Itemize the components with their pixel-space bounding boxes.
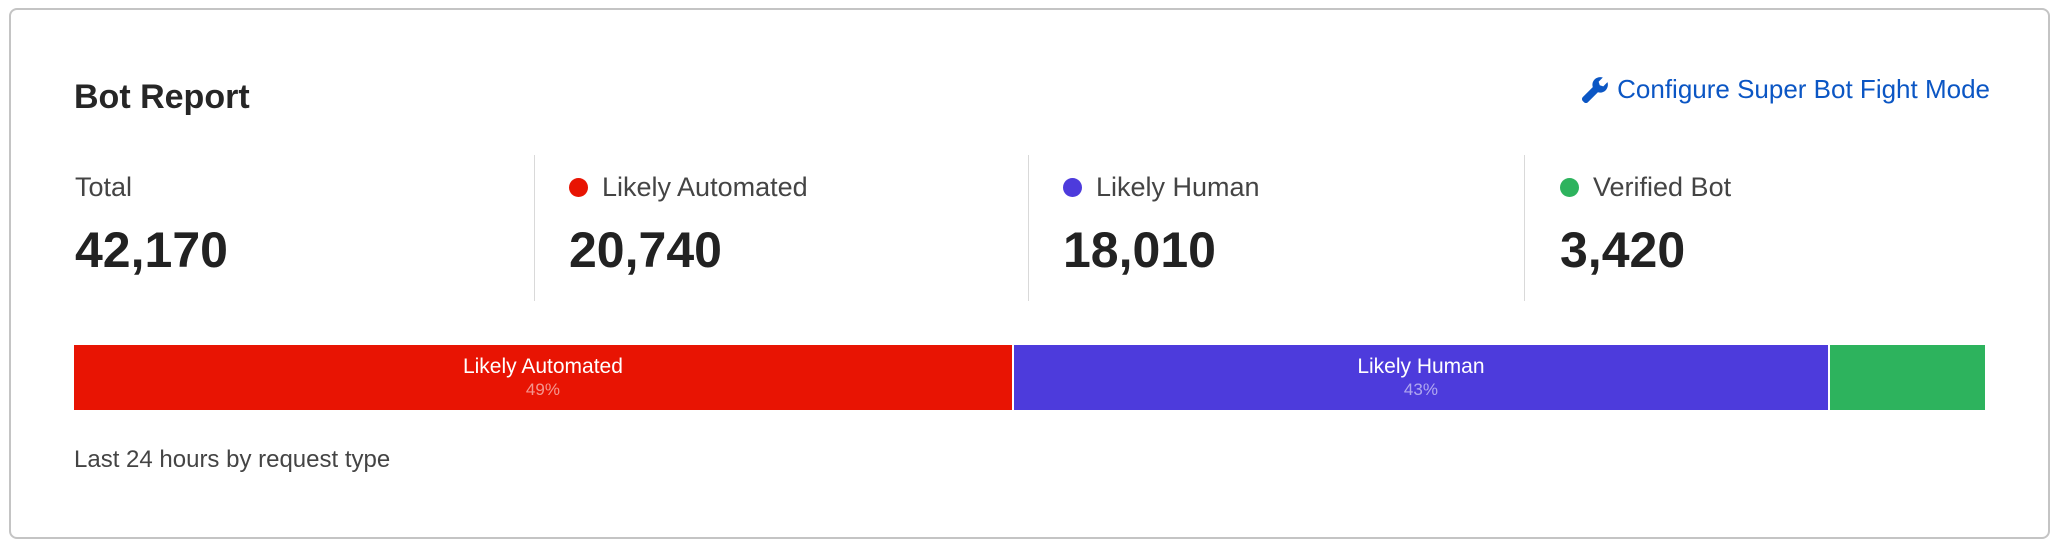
legend-dot-icon	[1560, 178, 1579, 197]
divider	[1524, 155, 1525, 301]
segment-label: Likely Human	[1357, 354, 1485, 378]
stat-value: 3,420	[1560, 222, 1686, 278]
configure-super-bot-fight-mode-link[interactable]: Configure Super Bot Fight Mode	[1581, 74, 1990, 105]
stat-value: 42,170	[75, 222, 228, 278]
page-title: Bot Report	[74, 78, 250, 116]
legend-dot-icon	[569, 178, 588, 197]
stat-label: Total	[75, 172, 133, 202]
configure-link-label: Configure Super Bot Fight Mode	[1617, 74, 1990, 104]
divider	[534, 155, 535, 301]
wrench-icon	[1582, 76, 1609, 103]
stat-value: 18,010	[1063, 222, 1216, 278]
stat-total: Total 42,170	[75, 155, 228, 301]
stat-label: Likely Human	[1096, 172, 1260, 202]
segment-label: Likely Automated	[462, 354, 623, 378]
legend-dot-icon	[1063, 178, 1082, 197]
bot-report-card	[9, 8, 2050, 539]
stat-likely-automated: Likely Automated 20,740	[569, 155, 808, 301]
divider	[1028, 155, 1029, 301]
stat-label: Verified Bot	[1593, 172, 1732, 202]
stat-label: Likely Automated	[602, 172, 808, 202]
segment-percent: 49%	[525, 379, 560, 399]
bar-segment-likely-human[interactable]: Likely Human 43%	[1013, 345, 1830, 410]
stat-likely-human: Likely Human 18,010	[1063, 155, 1260, 301]
bar-segment-verified-bot[interactable]	[1830, 345, 1985, 410]
request-type-bar: Likely Automated 49% Likely Human 43%	[74, 345, 1985, 410]
stat-verified-bot: Verified Bot 3,420	[1560, 155, 1731, 301]
stat-value: 20,740	[569, 222, 722, 278]
bar-segment-likely-automated[interactable]: Likely Automated 49%	[74, 345, 1014, 410]
footer-caption: Last 24 hours by request type	[74, 446, 391, 473]
segment-percent: 43%	[1403, 379, 1438, 399]
